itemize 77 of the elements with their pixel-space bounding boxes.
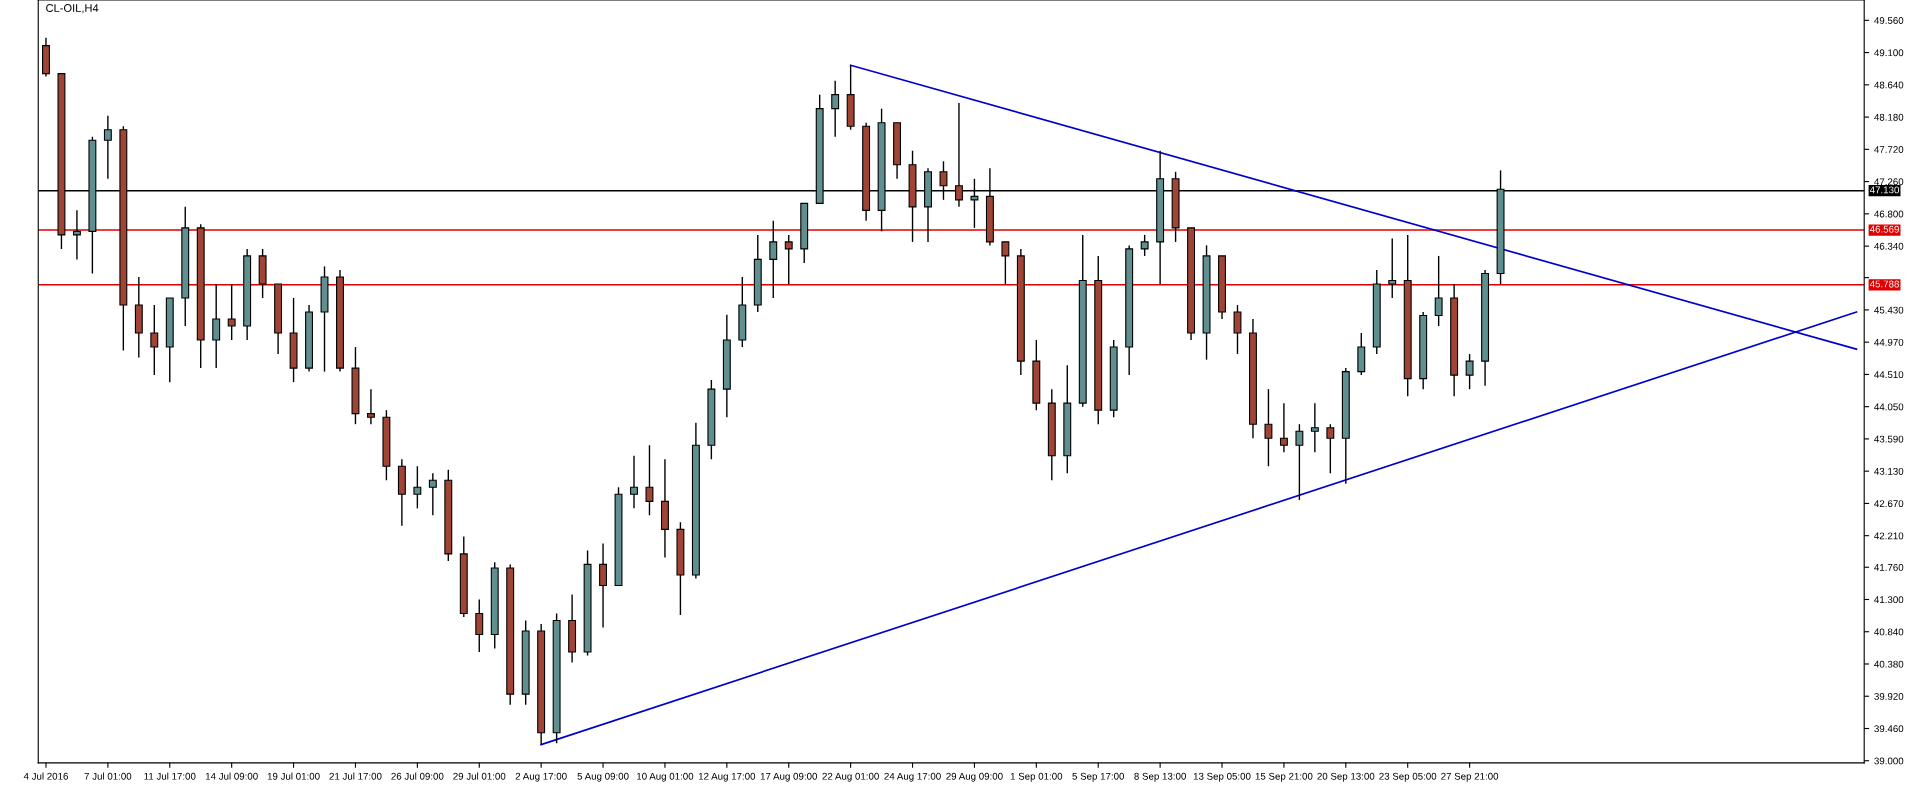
y-tick-label: 39.920	[1874, 692, 1904, 700]
y-tick-label: 40.840	[1874, 628, 1904, 636]
y-tick-label: 44.510	[1874, 371, 1904, 379]
x-tick-label: 17 Aug 09:00	[760, 772, 818, 782]
x-tick-label: 20 Sep 13:00	[1317, 772, 1375, 782]
y-tick-label: 47.260	[1874, 178, 1904, 186]
candlestick	[630, 455, 638, 510]
ref-line-label: 46.569	[1869, 225, 1899, 233]
candlestick	[1310, 402, 1319, 453]
candlestick	[1140, 234, 1149, 257]
x-tick-label: 27 Sep 21:00	[1441, 772, 1499, 782]
x-tick-label: 24 Aug 17:00	[884, 772, 941, 782]
y-tick-label: 48.640	[1874, 81, 1904, 89]
y-tick-label: 41.300	[1874, 596, 1904, 604]
candlestick	[1001, 241, 1010, 285]
candlestick	[1233, 304, 1242, 355]
x-tick-label: 1 Sep 01:00	[1010, 772, 1063, 782]
candlestick	[769, 220, 778, 299]
ref-line-label: 45.788	[1869, 280, 1899, 288]
y-tick-label: 42.670	[1874, 500, 1904, 508]
candlestick	[72, 209, 81, 261]
x-tick-label: 7 Jul 01:00	[84, 772, 132, 780]
candlestick	[428, 472, 437, 517]
candlestick	[831, 79, 840, 138]
y-tick-label: 39.460	[1874, 725, 1904, 733]
candlestick	[475, 598, 484, 653]
x-tick-label: 12 Aug 17:00	[698, 772, 756, 782]
x-tick-label: 23 Sep 05:00	[1379, 772, 1437, 782]
y-tick-label: 42.210	[1874, 532, 1904, 540]
candlestick	[599, 542, 608, 629]
y-tick-label: 43.590	[1874, 435, 1904, 443]
candlestick	[1388, 237, 1397, 299]
candlestick	[150, 304, 159, 376]
x-tick-label: 2 Aug 17:00	[515, 772, 567, 782]
y-tick-label: 41.760	[1874, 563, 1904, 571]
candlestick	[1295, 423, 1304, 501]
x-tick-label: 22 Aug 01:00	[822, 772, 879, 782]
candlestick	[1465, 353, 1474, 390]
x-tick-label: 8 Sep 13:00	[1134, 772, 1186, 782]
y-tick-label: 48.180	[1874, 113, 1904, 121]
y-tick-label: 43.130	[1874, 467, 1904, 475]
y-tick-label: 39.000	[1874, 757, 1904, 765]
x-tick-label: 11 Jul 17:00	[144, 772, 196, 780]
x-tick-label: 26 Jul 09:00	[391, 772, 444, 780]
candlestick	[212, 283, 221, 369]
y-tick-label: 47.720	[1874, 146, 1904, 153]
y-tick-label: 46.340	[1874, 242, 1904, 250]
x-tick-label: 13 Sep 05:00	[1193, 772, 1251, 782]
candlestick	[103, 114, 112, 180]
y-tick-label: 49.560	[1874, 17, 1904, 24]
x-tick-label: 10 Aug 01:00	[637, 772, 694, 782]
x-tick-label: 14 Jul 09:00	[205, 772, 258, 780]
candlestick	[1279, 402, 1288, 453]
candlestick	[1434, 255, 1443, 327]
candlestick	[1264, 388, 1273, 467]
candlestick	[227, 283, 236, 341]
y-tick-label: 45.430	[1874, 306, 1904, 314]
x-tick-label: 15 Sep 21:00	[1255, 772, 1313, 782]
y-tick-label: 44.050	[1874, 403, 1904, 411]
y-tick-label: 40.380	[1874, 660, 1904, 668]
y-tick-label: 44.970	[1874, 338, 1904, 346]
x-tick-label: 4 Jul 2016	[23, 772, 68, 780]
x-tick-label: 5 Aug 09:00	[577, 772, 629, 782]
candlestick	[1326, 423, 1335, 474]
x-tick-label: 5 Sep 17:00	[1072, 772, 1125, 782]
x-tick-label: 29 Aug 09:00	[946, 772, 1003, 782]
ref-line-label: 47.130	[1869, 186, 1900, 194]
x-tick-label: 21 Jul 17:00	[329, 772, 382, 780]
candlestick	[366, 388, 375, 425]
x-tick-label: 29 Jul 01:00	[453, 772, 506, 780]
candlestick	[413, 465, 422, 510]
chart-title: CL-OIL,H4	[46, 4, 99, 14]
candlestick	[784, 234, 793, 285]
x-tick-label: 19 Jul 01:00	[267, 772, 320, 780]
y-tick-label: 46.800	[1874, 210, 1904, 218]
y-tick-label: 49.100	[1874, 49, 1904, 57]
candlestick	[645, 444, 654, 517]
